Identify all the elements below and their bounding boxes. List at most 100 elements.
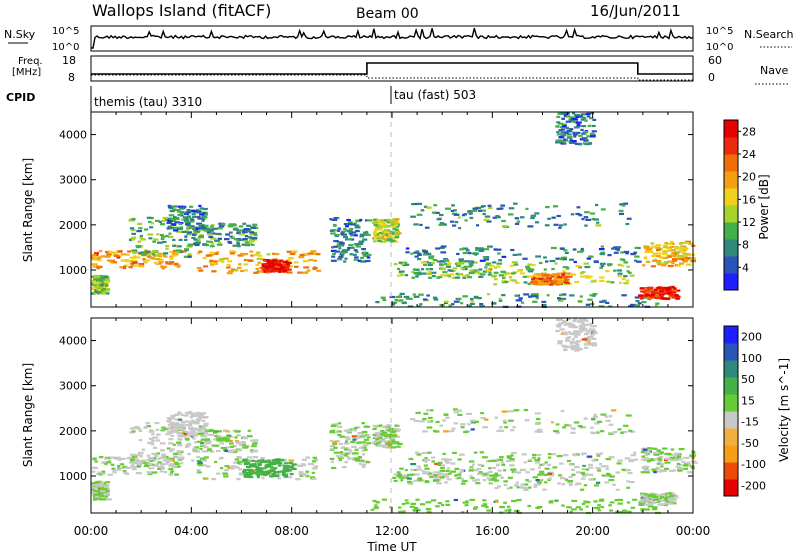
echo-cell: [517, 253, 522, 256]
echo-cell: [149, 457, 153, 460]
echo-cell: [188, 220, 195, 223]
echo-cell: [375, 432, 380, 435]
echo-cell: [537, 457, 541, 460]
echo-cell: [135, 245, 142, 248]
echo-cell: [359, 435, 366, 438]
echo-cell: [257, 254, 263, 257]
echo-cell: [172, 414, 176, 418]
echo-cell: [174, 465, 181, 468]
echo-cell: [136, 230, 142, 233]
echo-cell: [209, 229, 214, 232]
echo-cell: [419, 303, 423, 306]
echo-cell: [568, 475, 573, 479]
echo-cell: [330, 259, 337, 262]
echo-cell: [402, 474, 406, 477]
echo-cell: [253, 456, 259, 459]
echo-cell: [552, 466, 558, 469]
echo-cell: [173, 253, 179, 256]
echo-cell: [93, 489, 99, 492]
echo-cell: [468, 460, 475, 463]
echo-cell: [390, 427, 394, 431]
echo-cell: [443, 262, 448, 265]
echo-cell: [149, 226, 154, 229]
echo-cell: [592, 293, 598, 296]
echo-cell: [433, 430, 440, 433]
echo-cell: [366, 436, 371, 439]
echo-cell: [580, 113, 587, 116]
echo-cell: [561, 331, 568, 334]
echo-cell: [560, 134, 566, 137]
echo-cell: [587, 335, 593, 338]
echo-cell: [129, 427, 135, 430]
echo-cell: [107, 459, 112, 462]
echo-cell: [513, 409, 520, 412]
echo-cell: [682, 260, 688, 263]
echo-cell: [311, 467, 318, 470]
echo-cell: [211, 444, 216, 447]
echo-cell: [251, 238, 257, 241]
y-tick-label: 2000: [59, 219, 87, 232]
echo-cell: [348, 223, 352, 226]
echo-cell: [649, 447, 655, 450]
echo-cell: [100, 490, 106, 493]
echo-cell: [256, 251, 261, 254]
echo-cell: [91, 470, 96, 473]
echo-cell: [176, 422, 180, 425]
echo-cell: [196, 455, 200, 459]
echo-cell: [208, 433, 215, 436]
echo-cell: [398, 510, 404, 513]
echo-cell: [218, 241, 222, 244]
echo-cell: [687, 463, 692, 466]
echo-cell: [209, 240, 213, 243]
echo-cell: [144, 228, 149, 231]
echo-cell: [418, 479, 423, 482]
echo-cell: [381, 234, 386, 237]
echo-cell: [343, 223, 348, 226]
echo-cell: [608, 456, 615, 459]
echo-cell: [408, 457, 414, 461]
echo-cell: [668, 492, 674, 495]
echo-cell: [307, 252, 314, 255]
velocity-x-ticks: [90, 318, 694, 513]
echo-cell: [361, 465, 366, 468]
echo-cell: [465, 274, 470, 277]
echo-cell: [370, 508, 375, 511]
echo-cell: [313, 465, 318, 468]
echo-cell: [623, 282, 629, 285]
echo-cell: [374, 504, 378, 507]
echo-cell: [243, 228, 250, 231]
echo-cell: [291, 250, 298, 253]
echo-cell: [131, 236, 137, 239]
echo-cell: [186, 255, 192, 258]
echo-cell: [312, 267, 318, 270]
echo-cell: [211, 227, 218, 230]
echo-cell: [583, 484, 588, 487]
echo-cell: [268, 465, 274, 468]
echo-cell: [596, 431, 600, 434]
echo-cell: [394, 219, 399, 222]
freq-tick-bottom: 8: [68, 71, 75, 84]
echo-cell: [550, 246, 557, 250]
echo-cell: [653, 453, 660, 456]
echo-cell: [674, 250, 680, 253]
echo-cell: [277, 477, 281, 480]
echo-cell: [474, 478, 480, 481]
echo-cell: [604, 481, 610, 484]
echo-cell: [159, 233, 164, 237]
echo-cell: [560, 299, 564, 302]
echo-cell: [186, 215, 191, 218]
echo-cell: [456, 264, 461, 267]
echo-cell: [491, 459, 497, 462]
echo-cell: [493, 271, 499, 274]
echo-cell: [549, 500, 554, 503]
echo-cell: [629, 481, 635, 484]
echo-cell: [300, 463, 306, 466]
echo-cell: [573, 342, 578, 345]
echo-cell: [345, 437, 351, 441]
echo-cell: [448, 304, 452, 307]
echo-cell: [614, 248, 620, 251]
echo-cell: [374, 425, 378, 429]
echo-cell: [446, 265, 452, 268]
echo-cell: [530, 293, 535, 296]
echo-cell: [329, 457, 335, 460]
